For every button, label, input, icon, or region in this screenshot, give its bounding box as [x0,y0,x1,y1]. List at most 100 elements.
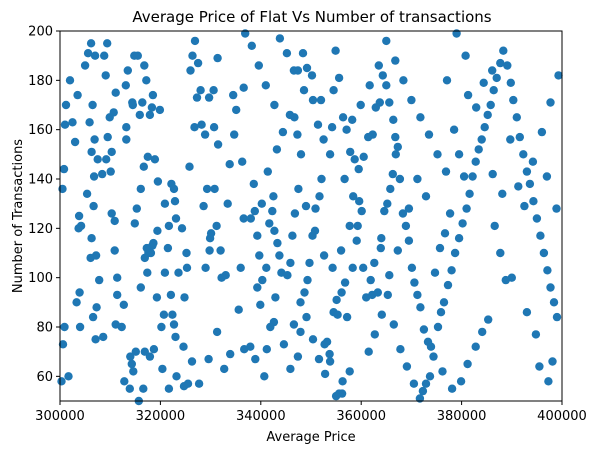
data-point [377,234,386,243]
data-point [257,199,266,208]
data-point [382,81,391,90]
data-point [433,150,442,159]
data-point [216,246,225,255]
data-point [260,372,269,381]
data-point [346,147,355,157]
data-point [532,214,542,223]
data-point [490,221,499,231]
data-point [232,105,241,115]
data-point [396,345,405,354]
data-point [425,372,435,381]
data-point [269,192,278,201]
data-point [89,172,99,181]
data-point [169,320,179,329]
data-point [160,268,170,277]
data-point [205,246,214,255]
data-point [419,325,429,334]
data-point [338,113,348,122]
data-point [107,209,116,218]
data-point [289,66,299,75]
data-point [164,221,174,231]
data-point [128,100,137,110]
data-point [220,364,229,374]
data-point [528,157,538,166]
x-tick-label: 300000 [35,409,85,424]
data-point [313,120,323,129]
data-point [168,310,177,319]
data-point [488,169,497,179]
data-point [342,125,351,134]
data-point [480,123,489,132]
data-point [194,379,204,388]
data-point [296,327,305,337]
data-point [320,340,329,349]
data-point [190,36,200,46]
data-point [271,293,280,302]
y-tick-label: 80 [36,321,53,336]
data-point [496,58,505,68]
data-point [251,354,260,364]
data-point [413,174,422,184]
data-point [204,93,214,102]
data-point [311,204,320,213]
data-point [388,169,397,179]
data-point [337,288,346,297]
data-point [285,110,295,120]
data-point [489,86,498,95]
y-tick-label: 100 [28,271,53,286]
data-point [263,167,272,176]
data-point [113,273,122,282]
data-point [80,61,90,70]
data-point [336,246,346,255]
data-point [196,86,205,95]
data-point [365,81,374,90]
data-point [386,184,395,194]
data-point [477,135,486,144]
data-point [75,322,85,332]
data-point [279,340,289,349]
y-tick-label: 200 [28,25,53,40]
data-point [86,39,96,48]
data-point [145,110,155,120]
data-point [107,147,116,157]
data-point [131,347,140,356]
data-point [142,243,151,253]
data-point [389,115,398,125]
data-point [468,172,477,181]
data-point [91,335,100,344]
data-point [299,86,309,95]
data-point [164,384,174,393]
data-point [140,253,149,263]
data-point [449,125,459,134]
data-point [179,342,188,351]
data-point [212,221,221,231]
data-point [506,78,515,88]
data-point [101,71,110,80]
data-point [463,90,473,100]
data-point [155,105,165,115]
data-point [298,49,308,58]
data-point [529,197,538,206]
data-point [342,312,352,322]
y-tick-label: 60 [36,370,53,385]
data-point [340,174,349,184]
data-point [92,303,101,312]
data-point [515,132,524,142]
data-point [450,248,460,258]
data-point [282,49,292,58]
data-point [296,298,305,307]
data-point [364,132,373,142]
data-point [293,352,303,361]
data-point [289,320,299,329]
data-point [262,263,271,272]
data-point [376,243,385,253]
data-point [199,201,208,211]
data-point [399,76,408,85]
data-point [225,160,234,169]
data-point [201,263,210,272]
data-point [185,162,194,171]
data-point [512,113,521,122]
data-point [197,120,206,129]
data-point [301,201,311,211]
data-point [273,238,282,248]
